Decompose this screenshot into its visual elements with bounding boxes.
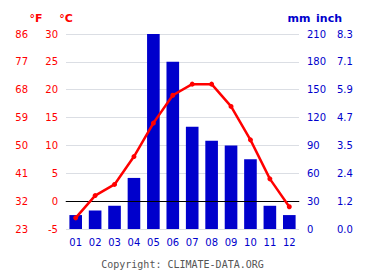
svg-text:Copyright: CLIMATE-DATA.ORG: Copyright: CLIMATE-DATA.ORG xyxy=(101,259,264,270)
svg-text:06: 06 xyxy=(166,237,179,248)
svg-text:90: 90 xyxy=(307,140,320,151)
svg-text:41: 41 xyxy=(15,168,28,179)
svg-text:30: 30 xyxy=(45,29,58,40)
svg-text:8.3: 8.3 xyxy=(337,29,353,40)
svg-text:0: 0 xyxy=(307,224,313,235)
svg-text:3.5: 3.5 xyxy=(337,140,353,151)
svg-text:15: 15 xyxy=(45,112,58,123)
svg-text:25: 25 xyxy=(45,56,58,67)
svg-text:5.9: 5.9 xyxy=(337,84,353,95)
svg-text:inch: inch xyxy=(316,12,342,25)
svg-text:1.2: 1.2 xyxy=(337,196,353,207)
svg-text:180: 180 xyxy=(307,56,326,67)
svg-text:23: 23 xyxy=(15,224,28,235)
svg-text:°C: °C xyxy=(59,12,73,25)
svg-text:68: 68 xyxy=(15,84,28,95)
svg-text:11: 11 xyxy=(264,237,277,248)
svg-text:30: 30 xyxy=(307,196,320,207)
svg-text:7.1: 7.1 xyxy=(337,56,353,67)
svg-text:08: 08 xyxy=(205,237,218,248)
svg-text:0: 0 xyxy=(52,196,58,207)
svg-text:09: 09 xyxy=(225,237,238,248)
svg-text:59: 59 xyxy=(15,112,28,123)
svg-text:04: 04 xyxy=(128,237,141,248)
svg-text:12: 12 xyxy=(283,237,296,248)
svg-text:4.7: 4.7 xyxy=(337,112,353,123)
svg-text:-5: -5 xyxy=(48,224,58,235)
svg-text:86: 86 xyxy=(15,29,28,40)
svg-text:5: 5 xyxy=(52,168,58,179)
svg-text:20: 20 xyxy=(45,84,58,95)
svg-text:°F: °F xyxy=(29,12,42,25)
svg-text:50: 50 xyxy=(15,140,28,151)
svg-text:32: 32 xyxy=(15,196,28,207)
svg-text:03: 03 xyxy=(108,237,121,248)
svg-text:150: 150 xyxy=(307,84,326,95)
svg-text:10: 10 xyxy=(244,237,257,248)
svg-text:mm: mm xyxy=(288,12,311,25)
svg-text:77: 77 xyxy=(15,56,28,67)
svg-text:120: 120 xyxy=(307,112,326,123)
svg-text:01: 01 xyxy=(69,237,82,248)
svg-text:210: 210 xyxy=(307,29,326,40)
svg-text:60: 60 xyxy=(307,168,320,179)
svg-text:05: 05 xyxy=(147,237,160,248)
svg-text:07: 07 xyxy=(186,237,199,248)
svg-text:10: 10 xyxy=(45,140,58,151)
svg-text:02: 02 xyxy=(89,237,102,248)
svg-text:0.0: 0.0 xyxy=(337,224,353,235)
svg-text:2.4: 2.4 xyxy=(337,168,353,179)
